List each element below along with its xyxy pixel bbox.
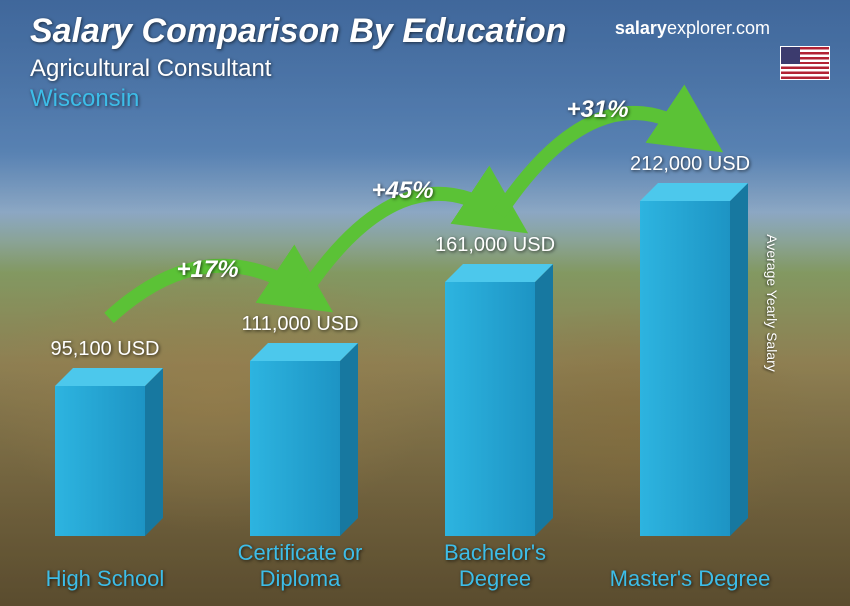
- bar-side: [340, 343, 358, 536]
- increase-label: +17%: [177, 256, 239, 284]
- chart-area: 95,100 USD High School 111,000 USD Certific…: [0, 0, 850, 606]
- bar-front: [640, 201, 730, 536]
- bar-category-label: High School: [15, 566, 195, 592]
- increase-label: +45%: [372, 177, 434, 205]
- bar-category-label: Master's Degree: [600, 566, 780, 592]
- bar: [250, 361, 340, 536]
- bar-value-label: 95,100 USD: [25, 338, 185, 361]
- bar-top: [640, 183, 748, 201]
- bar-side: [730, 183, 748, 536]
- bar: [640, 201, 730, 536]
- bar-value-label: 111,000 USD: [220, 313, 380, 336]
- bar-top: [445, 264, 553, 282]
- bar-front: [250, 361, 340, 536]
- increase-label: +31%: [567, 96, 629, 124]
- bar-category-label: Certificate or Diploma: [210, 540, 390, 592]
- bar-category-label: Bachelor's Degree: [405, 540, 585, 592]
- bar-front: [445, 282, 535, 536]
- bar: [55, 386, 145, 536]
- bar: [445, 282, 535, 536]
- bar-side: [535, 264, 553, 536]
- bar-value-label: 212,000 USD: [610, 153, 770, 176]
- bar-top: [250, 343, 358, 361]
- bar-front: [55, 386, 145, 536]
- bar-value-label: 161,000 USD: [415, 234, 575, 257]
- bar-top: [55, 368, 163, 386]
- bar-side: [145, 368, 163, 536]
